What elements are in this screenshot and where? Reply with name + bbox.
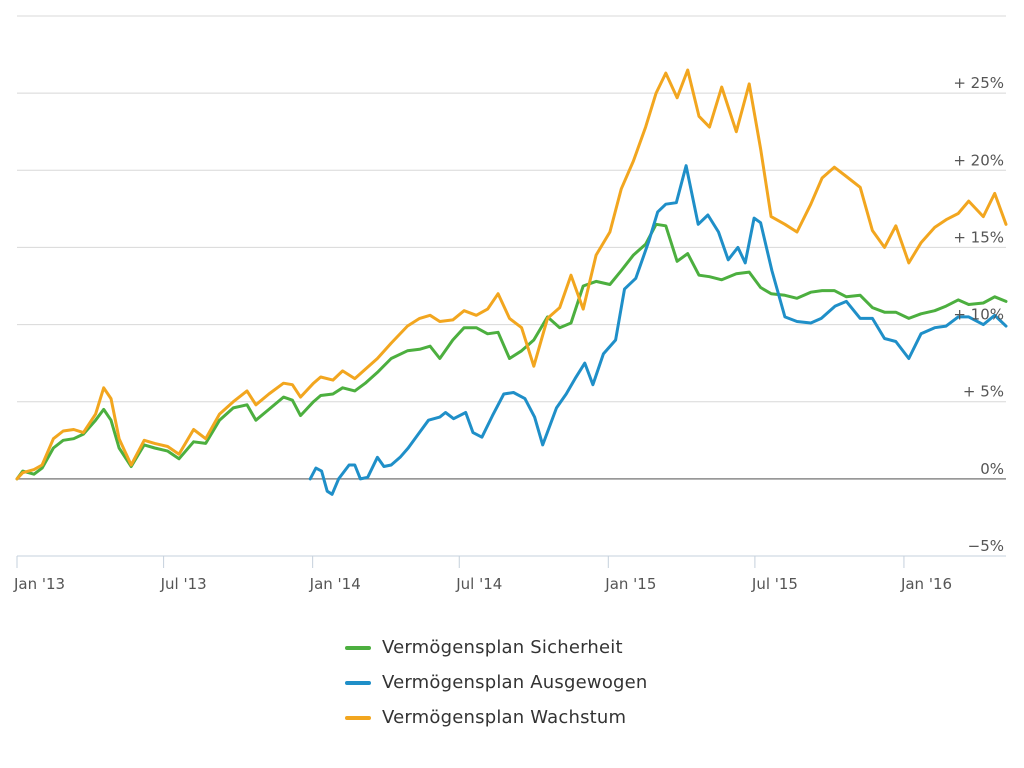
legend-item-sicherheit[interactable]: Vermögensplan Sicherheit (345, 630, 648, 665)
x-tick-label: Jul '14 (455, 575, 502, 593)
x-tick-label: Jan '15 (604, 575, 656, 593)
legend-label-sicherheit: Vermögensplan Sicherheit (382, 637, 623, 658)
legend-label-wachstum: Vermögensplan Wachstum (382, 707, 627, 728)
y-tick-label: + 20% (953, 151, 1004, 169)
performance-line-chart: Jan '13 Jul '13 Jan '14 Jul '14 Jan '15 Jul '… (13, 15, 1008, 593)
gridlines (17, 15, 1006, 557)
x-tick-label: Jan '16 (900, 575, 952, 593)
y-tick-label: 0% (980, 460, 1004, 478)
x-tick-label: Jul '13 (160, 575, 207, 593)
x-axis: Jan '13 Jul '13 Jan '14 Jul '14 Jan '15 Jul '… (13, 555, 1006, 593)
y-tick-label: + 5% (963, 383, 1004, 401)
x-tick-label: Jul '15 (751, 575, 798, 593)
series-line-1[interactable] (308, 164, 1008, 496)
legend-item-ausgewogen[interactable]: Vermögensplan Ausgewogen (345, 665, 648, 700)
legend-swatch-ausgewogen (345, 680, 371, 685)
legend-label-ausgewogen: Vermögensplan Ausgewogen (382, 672, 648, 693)
legend: Vermögensplan Sicherheit Vermögensplan A… (345, 630, 648, 735)
legend-item-wachstum[interactable]: Vermögensplan Wachstum (345, 700, 648, 735)
y-tick-label: −5% (968, 537, 1004, 555)
series-line-0[interactable] (15, 222, 1008, 481)
y-axis-labels: −5% 0% + 5% + 10% + 15% + 20% + 25% (953, 74, 1004, 555)
x-tick-label: Jan '13 (13, 575, 65, 593)
legend-swatch-sicherheit (345, 645, 371, 650)
y-tick-label: + 25% (953, 74, 1004, 92)
series-lines (15, 68, 1008, 496)
legend-swatch-wachstum (345, 715, 371, 720)
y-tick-label: + 15% (953, 228, 1004, 246)
x-tick-label: Jan '14 (309, 575, 361, 593)
series-line-2[interactable] (15, 68, 1008, 481)
y-tick-label: + 10% (953, 306, 1004, 324)
